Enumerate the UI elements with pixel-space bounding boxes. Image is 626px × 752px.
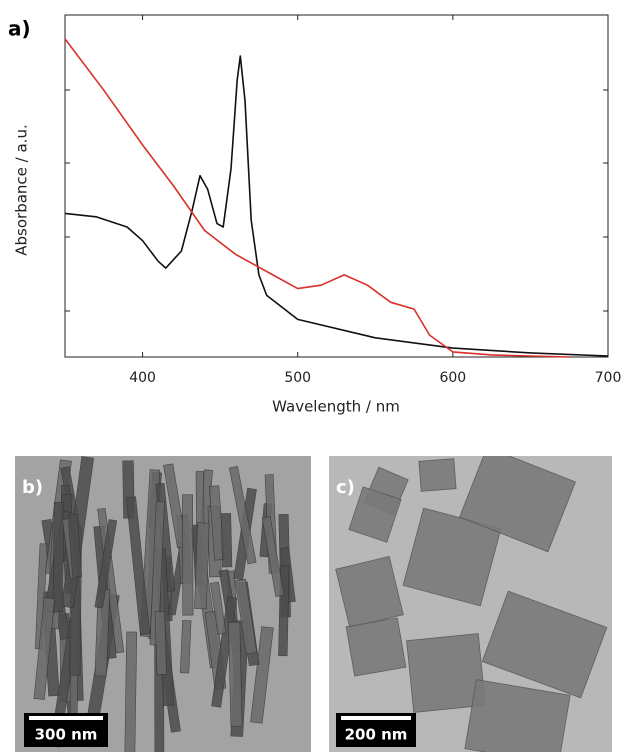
nanorod: [149, 500, 165, 646]
nanosheets: [335, 456, 608, 752]
nanorod: [94, 519, 118, 609]
nanorod: [179, 620, 192, 674]
nanorod: [52, 501, 65, 613]
panel-label: a): [8, 17, 31, 41]
nanosheet: [348, 486, 402, 543]
nanorod: [163, 463, 188, 549]
nanorod: [250, 626, 274, 724]
nanorod: [125, 496, 151, 636]
nanosheet: [464, 679, 571, 752]
nanorod: [210, 581, 227, 635]
x-tick-label: 500: [284, 370, 311, 386]
nanorod: [194, 522, 210, 610]
nanorod: [33, 597, 55, 700]
panel-label: c): [336, 477, 355, 498]
x-tick-label: 600: [439, 370, 466, 386]
x-tick-label: 400: [129, 370, 156, 386]
nanorod: [182, 494, 194, 616]
nanorods: [33, 456, 296, 752]
scale-bar-label: 200 nm: [345, 726, 408, 744]
spectrum-line: [64, 55, 609, 357]
nanorod: [228, 466, 257, 565]
nanosheet: [459, 456, 576, 553]
nanorod: [67, 514, 82, 578]
panel-label: b): [22, 477, 43, 498]
x-tick-label: 700: [595, 370, 622, 386]
nanorod: [261, 516, 285, 597]
nanosheet: [481, 590, 608, 699]
scale-bar-label: 300 nm: [35, 726, 98, 744]
nanosheet: [418, 458, 457, 492]
nanosheet: [345, 617, 407, 677]
y-axis-label: Absorbance / a.u.: [13, 124, 31, 255]
nanorod: [124, 631, 138, 752]
absorbance-chart: a) Absorbance / a.u. Wavelength / nm 400…: [8, 14, 622, 416]
nanosheet: [406, 633, 486, 713]
spectrum-line: [64, 38, 570, 358]
minor-ticks: [65, 89, 608, 312]
nanorod: [228, 621, 243, 727]
nanorod: [220, 513, 233, 568]
tem-images: b) c) 300 nm 200 nm: [15, 456, 612, 752]
x-axis-label: Wavelength / nm: [272, 398, 400, 416]
plot-frame: [64, 14, 609, 358]
nanorod: [154, 611, 167, 675]
nanorod: [234, 578, 258, 655]
